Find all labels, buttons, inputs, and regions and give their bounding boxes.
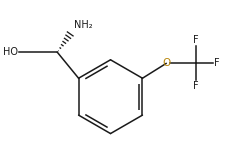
Text: O: O [162,58,170,69]
Text: F: F [193,81,198,91]
Text: F: F [214,58,220,69]
Text: HO: HO [3,47,18,57]
Text: F: F [193,35,198,45]
Text: NH₂: NH₂ [74,20,93,30]
